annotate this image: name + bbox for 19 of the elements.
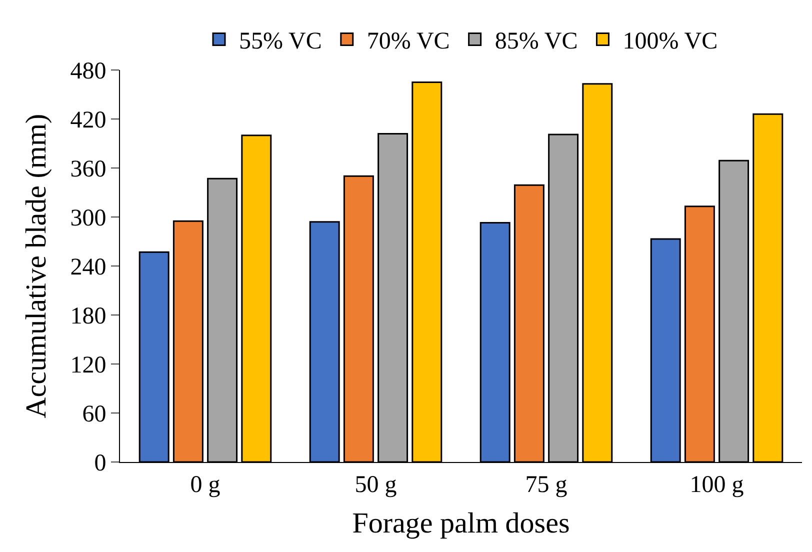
x-tick-label: 0 g [190,472,220,498]
y-tick-label: 120 [70,352,106,378]
y-tick-label: 240 [70,254,106,280]
x-tick-label: 50 g [354,472,397,498]
y-tick-label: 180 [70,303,106,330]
x-tick-label: 75 g [525,472,568,498]
legend-label: 55% VC [239,28,322,55]
x-axis-title: Forage palm doses [352,508,570,540]
y-tick-label: 60 [82,401,106,428]
y-axis-title: Accumulative blade (mm) [20,114,53,418]
legend-label: 85% VC [494,28,578,55]
y-tick-label: 480 [70,58,106,84]
y-tick-label: 0 [94,450,106,476]
y-tick-label: 420 [70,107,106,134]
y-tick-label: 360 [70,156,106,182]
x-tick-label: 100 g [690,472,744,498]
y-tick-label: 300 [70,205,106,232]
legend-label: 100% VC [622,28,718,55]
legend-label: 70% VC [366,28,450,55]
